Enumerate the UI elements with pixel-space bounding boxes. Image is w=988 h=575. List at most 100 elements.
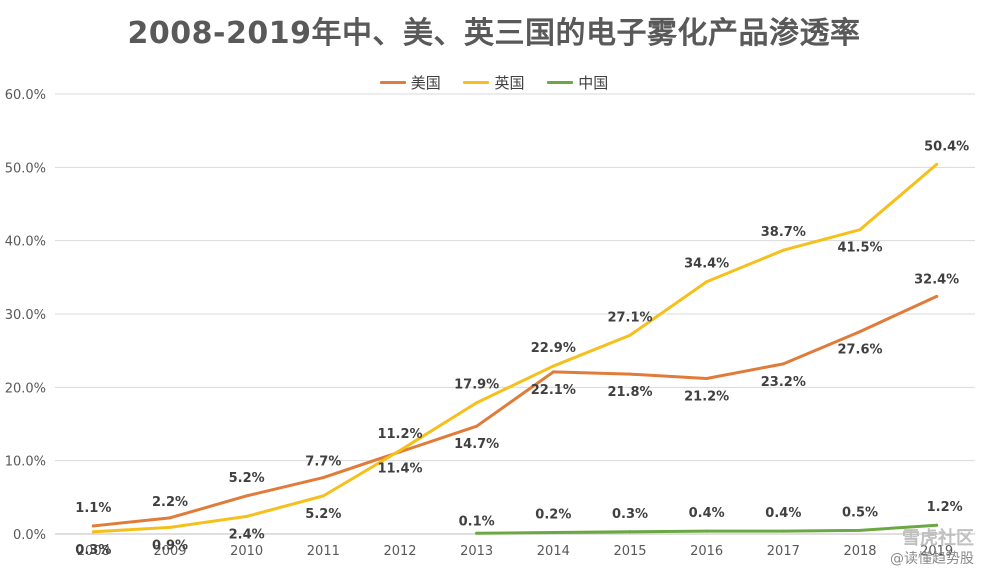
- data-point-uk: [475, 401, 479, 405]
- x-tick-label: 2015: [613, 544, 646, 559]
- data-point-uk: [705, 280, 709, 284]
- x-axis-ticks: 2008 2009 2010 2011 2012 2013 2014 2015 2016 2017…: [77, 544, 953, 559]
- legend-item-cn: 中国: [547, 72, 608, 93]
- y-tick-label: 60.0%: [5, 88, 46, 103]
- data-point-uk: [935, 162, 939, 166]
- data-label-cn: 0.3%: [612, 507, 648, 522]
- data-point-cn: [705, 529, 709, 533]
- data-label-uk: 0.9%: [152, 538, 188, 553]
- data-labels: 1.1% 2.2% 5.2% 7.7% 11.2% 14.7% 22.1% 21.8% 21.2…: [75, 139, 969, 557]
- data-label-uk: 2.4%: [229, 527, 265, 542]
- data-label-us: 22.1%: [531, 383, 576, 398]
- data-label-uk: 17.9%: [454, 378, 499, 393]
- data-point-us: [551, 370, 555, 374]
- data-label-cn: 0.1%: [459, 514, 495, 529]
- x-tick-label: 2013: [460, 544, 493, 559]
- data-label-us: 11.2%: [377, 427, 422, 442]
- data-label-us: 7.7%: [305, 455, 341, 470]
- grid-lines: [55, 93, 975, 535]
- x-tick-label: 2017: [767, 544, 800, 559]
- series-line-us: [91, 294, 939, 528]
- x-tick-label: 2019: [920, 544, 953, 559]
- data-label-uk: 11.4%: [377, 461, 422, 476]
- watermark-handle: @读懂趋势股: [890, 551, 974, 567]
- data-label-us: 32.4%: [914, 272, 959, 287]
- data-label-us: 21.2%: [684, 390, 729, 405]
- data-point-uk: [91, 530, 95, 534]
- data-point-uk: [551, 364, 555, 368]
- data-point-uk: [168, 525, 172, 529]
- legend-swatch-uk: [463, 81, 490, 84]
- data-point-uk: [398, 448, 402, 452]
- x-tick-label: 2018: [843, 544, 876, 559]
- data-label-cn: 0.5%: [842, 505, 878, 520]
- x-tick-label: 2010: [230, 544, 263, 559]
- chart-title: 2008-2019年中、美、英三国的电子雾化产品渗透率: [127, 16, 861, 51]
- data-point-us: [321, 476, 325, 480]
- watermark-brand: 雪虎社区: [902, 528, 974, 549]
- data-point-us: [705, 377, 709, 381]
- data-point-uk: [245, 514, 249, 518]
- data-point-us: [245, 494, 249, 498]
- data-label-us: 21.8%: [607, 385, 652, 400]
- data-point-uk: [321, 494, 325, 498]
- data-point-cn: [628, 530, 632, 534]
- legend-label-cn: 中国: [578, 74, 609, 92]
- legend-swatch-us: [379, 81, 406, 84]
- data-point-cn: [935, 523, 939, 527]
- legend-item-uk: 英国: [463, 72, 525, 93]
- data-point-uk: [858, 228, 862, 232]
- data-point-us: [628, 372, 632, 376]
- data-label-uk: 34.4%: [684, 257, 729, 272]
- data-label-cn: 0.2%: [535, 508, 571, 523]
- legend: 美国 英国 中国: [0, 70, 988, 93]
- y-tick-label: 20.0%: [5, 381, 46, 396]
- legend-label-uk: 英国: [494, 74, 525, 92]
- data-point-us: [935, 294, 939, 298]
- x-tick-label: 2011: [307, 544, 340, 559]
- x-tick-label: 2016: [690, 544, 723, 559]
- data-label-us: 5.2%: [229, 471, 265, 486]
- data-point-uk: [781, 248, 785, 252]
- y-tick-label: 10.0%: [5, 455, 46, 470]
- x-tick-label: 2014: [537, 544, 570, 559]
- data-label-cn: 1.2%: [927, 500, 963, 515]
- data-label-uk: 41.5%: [837, 241, 882, 256]
- data-label-uk: 22.9%: [531, 341, 576, 356]
- data-point-us: [475, 424, 479, 428]
- data-label-us: 14.7%: [454, 437, 499, 452]
- data-label-uk: 50.4%: [924, 139, 969, 154]
- data-label-uk: 0.3%: [75, 543, 111, 558]
- data-label-cn: 0.4%: [689, 506, 725, 521]
- data-label-uk: 38.7%: [761, 225, 806, 240]
- y-axis-ticks: 0.0% 10.0% 20.0% 30.0% 40.0% 50.0% 60.0%: [5, 88, 46, 543]
- data-label-us: 2.2%: [152, 495, 188, 510]
- data-label-us: 23.2%: [761, 375, 806, 390]
- data-point-us: [91, 524, 95, 528]
- y-tick-label: 0.0%: [13, 528, 46, 543]
- data-point-us: [858, 330, 862, 334]
- legend-swatch-cn: [547, 81, 574, 84]
- data-label-us: 1.1%: [75, 501, 111, 516]
- data-point-cn: [551, 531, 555, 535]
- data-point-uk: [628, 333, 632, 337]
- data-point-cn: [781, 529, 785, 533]
- data-label-cn: 0.4%: [765, 506, 801, 521]
- legend-item-us: 美国: [379, 72, 441, 93]
- series-lines: [91, 162, 939, 535]
- data-label-uk: 27.1%: [607, 310, 652, 325]
- data-point-us: [781, 362, 785, 366]
- data-point-cn: [475, 531, 479, 535]
- data-label-uk: 5.2%: [305, 507, 341, 522]
- y-tick-label: 30.0%: [5, 308, 46, 323]
- x-tick-label: 2009: [153, 544, 186, 559]
- y-tick-label: 40.0%: [5, 235, 46, 250]
- data-point-us: [168, 516, 172, 520]
- data-point-cn: [858, 528, 862, 532]
- y-tick-label: 50.0%: [5, 161, 46, 176]
- x-tick-label: 2012: [383, 544, 416, 559]
- series-line-uk: [91, 162, 939, 534]
- data-label-us: 27.6%: [837, 343, 882, 358]
- legend-label-us: 美国: [410, 74, 441, 92]
